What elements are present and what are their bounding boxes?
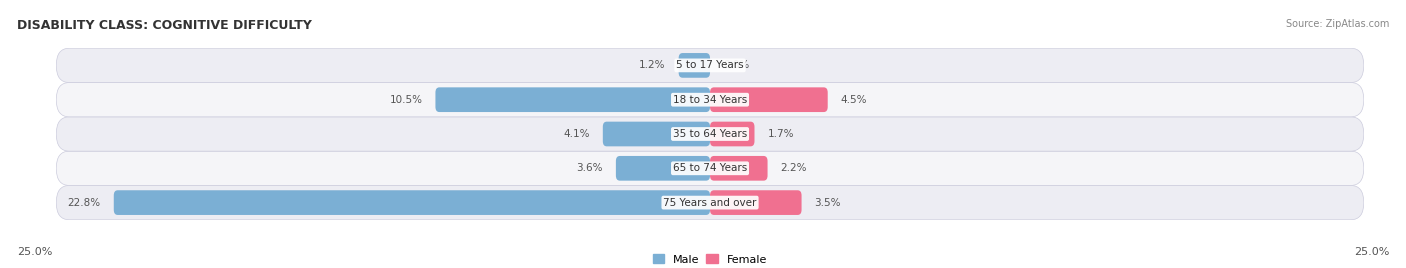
Text: 18 to 34 Years: 18 to 34 Years xyxy=(673,95,747,105)
Text: 1.7%: 1.7% xyxy=(768,129,794,139)
FancyBboxPatch shape xyxy=(56,83,1364,117)
Text: 10.5%: 10.5% xyxy=(389,95,422,105)
FancyBboxPatch shape xyxy=(56,117,1364,151)
Text: 22.8%: 22.8% xyxy=(67,198,101,208)
FancyBboxPatch shape xyxy=(56,48,1364,83)
FancyBboxPatch shape xyxy=(603,122,710,146)
Text: 2.2%: 2.2% xyxy=(780,163,807,173)
Text: Source: ZipAtlas.com: Source: ZipAtlas.com xyxy=(1285,19,1389,29)
Text: 0.0%: 0.0% xyxy=(723,60,749,70)
FancyBboxPatch shape xyxy=(710,156,768,181)
Text: 35 to 64 Years: 35 to 64 Years xyxy=(673,129,747,139)
FancyBboxPatch shape xyxy=(114,190,710,215)
Text: DISABILITY CLASS: COGNITIVE DIFFICULTY: DISABILITY CLASS: COGNITIVE DIFFICULTY xyxy=(17,19,312,32)
Legend: Male, Female: Male, Female xyxy=(648,250,772,268)
FancyBboxPatch shape xyxy=(710,190,801,215)
Text: 65 to 74 Years: 65 to 74 Years xyxy=(673,163,747,173)
Text: 25.0%: 25.0% xyxy=(1354,247,1389,257)
Text: 5 to 17 Years: 5 to 17 Years xyxy=(676,60,744,70)
Text: 75 Years and over: 75 Years and over xyxy=(664,198,756,208)
FancyBboxPatch shape xyxy=(616,156,710,181)
FancyBboxPatch shape xyxy=(436,87,710,112)
Text: 4.5%: 4.5% xyxy=(841,95,868,105)
FancyBboxPatch shape xyxy=(679,53,710,78)
FancyBboxPatch shape xyxy=(56,151,1364,185)
FancyBboxPatch shape xyxy=(710,122,755,146)
FancyBboxPatch shape xyxy=(56,185,1364,220)
FancyBboxPatch shape xyxy=(710,87,828,112)
Text: 4.1%: 4.1% xyxy=(564,129,589,139)
Text: 3.6%: 3.6% xyxy=(576,163,603,173)
Text: 25.0%: 25.0% xyxy=(17,247,52,257)
Text: 3.5%: 3.5% xyxy=(814,198,841,208)
Text: 1.2%: 1.2% xyxy=(640,60,665,70)
